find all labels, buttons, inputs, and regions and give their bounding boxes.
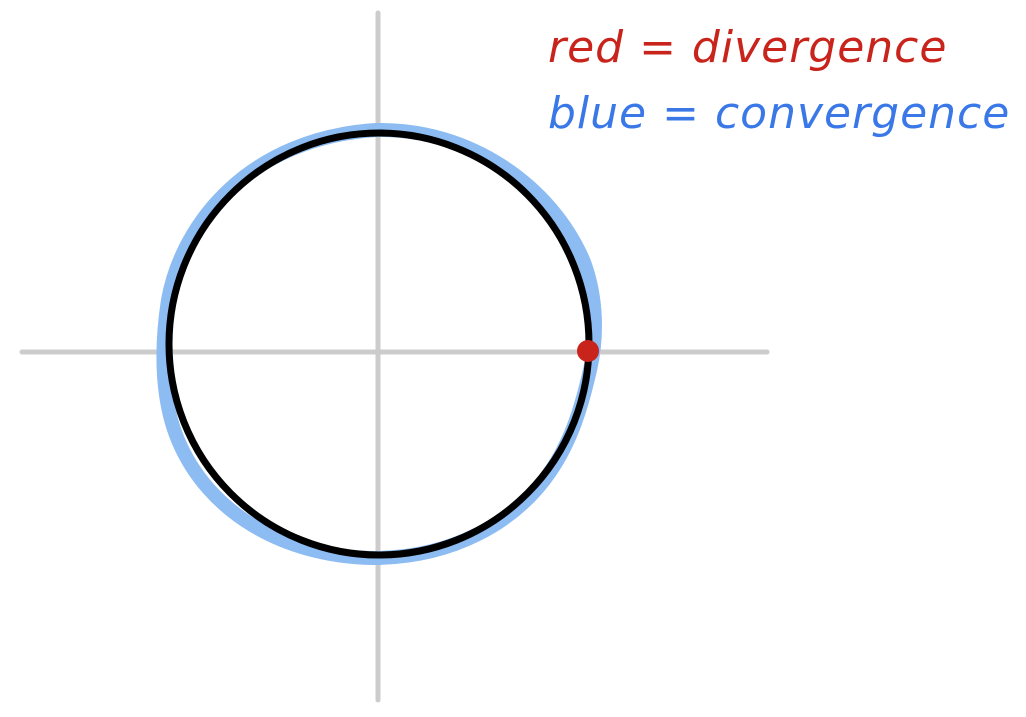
divergence-point xyxy=(577,340,599,362)
legend-convergence-label: blue = convergence xyxy=(548,88,1010,139)
legend-divergence-label: red = divergence xyxy=(548,22,947,73)
